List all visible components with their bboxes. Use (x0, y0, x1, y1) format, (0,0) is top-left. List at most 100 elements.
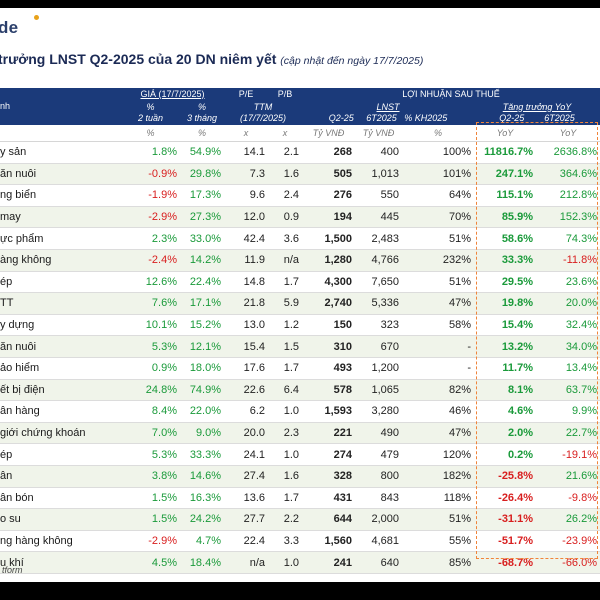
logo-dot-icon (34, 15, 39, 20)
row-name: o su (0, 508, 121, 531)
table-row: ực phẩm 2.3% 33.0% 42.4 3.6 1,500 2,483 51% 58.6… (0, 227, 600, 250)
row-growth-q2: -68.7% (474, 551, 537, 574)
row-3thang: 9.0% (180, 422, 225, 445)
table-row: y sản 1.8% 54.9% 14.1 2.1 268 400 100% 11816.7% 2… (0, 141, 600, 164)
row-growth-q2: 0.2% (474, 443, 537, 466)
row-2tuan: 4.5% (121, 551, 180, 574)
row-kh: 51% (402, 227, 475, 250)
row-q2: 4,300 (302, 271, 356, 294)
row-pb: 0.9 (268, 206, 303, 229)
row-growth-6t: 63.7% (536, 379, 600, 402)
row-3thang: 17.1% (180, 292, 225, 315)
table-row: ăn nuôi -0.9% 29.8% 7.3 1.6 505 1,013 101% 247.1… (0, 163, 600, 186)
row-6t: 490 (355, 422, 403, 445)
table-row: giới chứng khoán 7.0% 9.0% 20.0 2.3 221 490 47%… (0, 422, 600, 445)
row-name: ân bón (0, 487, 121, 510)
row-pe: 13.6 (224, 487, 269, 510)
unit-yoy-6t: YoY (536, 125, 600, 142)
row-6t: 640 (355, 551, 403, 574)
row-2tuan: 0.9% (121, 357, 180, 380)
row-name: ép (0, 443, 121, 466)
row-growth-6t: 13.4% (536, 357, 600, 380)
row-growth-6t: 212.8% (536, 184, 600, 207)
logo-text: de (0, 18, 19, 37)
row-6t: 1,013 (355, 163, 403, 186)
row-kh: 100% (402, 141, 475, 164)
unit-q2: Tỷ VNĐ (302, 125, 356, 142)
row-kh: 70% (402, 206, 475, 229)
row-pe: 27.7 (224, 508, 269, 531)
row-3thang: 33.0% (180, 227, 225, 250)
row-q2: 268 (302, 141, 356, 164)
unit-yoy-q2: YoY (474, 125, 537, 142)
header-lnst: LỢI NHUẬN SAU THUẾ (302, 88, 600, 100)
row-name: ng hàng không (0, 530, 121, 553)
row-2tuan: -2.9% (121, 530, 180, 553)
row-3thang: 14.2% (180, 249, 225, 272)
unit-pb: x (268, 125, 303, 142)
row-q2: 328 (302, 465, 356, 488)
row-2tuan: -1.9% (121, 184, 180, 207)
row-pb: 1.6 (268, 465, 303, 488)
row-growth-6t: 152.3% (536, 206, 600, 229)
row-pb: n/a (268, 249, 303, 272)
row-growth-6t: -11.8% (536, 249, 600, 272)
table-row: o su 1.5% 24.2% 27.7 2.2 644 2,000 51% -31.1% 26.… (0, 508, 600, 531)
row-name: ảo hiểm (0, 357, 121, 380)
unit-pe: x (224, 125, 269, 142)
row-pe: 17.6 (224, 357, 269, 380)
row-pb: 1.6 (268, 163, 303, 186)
row-q2: 1,593 (302, 400, 356, 423)
row-pe: 42.4 (224, 227, 269, 250)
row-2tuan: 1.5% (121, 508, 180, 531)
row-kh: 182% (402, 465, 475, 488)
row-kh: - (402, 335, 475, 358)
row-growth-q2: 11.7% (474, 357, 537, 380)
row-name: ép (0, 271, 121, 294)
row-name: ân hàng (0, 400, 121, 423)
brand-logo: de (0, 15, 39, 38)
row-q2: 310 (302, 335, 356, 358)
row-growth-6t: -66.0% (536, 551, 600, 574)
row-pe: 15.4 (224, 335, 269, 358)
row-q2: 1,560 (302, 530, 356, 553)
row-kh: 51% (402, 271, 475, 294)
row-3thang: 74.9% (180, 379, 225, 402)
row-2tuan: 1.8% (121, 141, 180, 164)
row-growth-6t: 74.3% (536, 227, 600, 250)
footer-source: tform (2, 565, 23, 575)
row-pb: 1.7 (268, 271, 303, 294)
row-pe: 22.4 (224, 530, 269, 553)
row-3thang: 17.3% (180, 184, 225, 207)
row-pe: 6.2 (224, 400, 269, 423)
row-q2: 578 (302, 379, 356, 402)
row-kh: 58% (402, 314, 475, 337)
row-2tuan: 7.0% (121, 422, 180, 445)
row-kh: 120% (402, 443, 475, 466)
row-kh: 47% (402, 422, 475, 445)
row-q2: 493 (302, 357, 356, 380)
row-growth-6t: 9.9% (536, 400, 600, 423)
table-row: ng hàng không -2.9% 4.7% 22.4 3.3 1,560 4,681 5… (0, 530, 600, 553)
row-3thang: 33.3% (180, 443, 225, 466)
row-3thang: 16.3% (180, 487, 225, 510)
row-q2: 194 (302, 206, 356, 229)
row-6t: 4,766 (355, 249, 403, 272)
row-3thang: 18.4% (180, 551, 225, 574)
row-kh: 47% (402, 292, 475, 315)
row-pb: 2.2 (268, 508, 303, 531)
row-q2: 150 (302, 314, 356, 337)
row-kh: 85% (402, 551, 475, 574)
table-row: ân bón 1.5% 16.3% 13.6 1.7 431 843 118% -26.4% -9… (0, 487, 600, 510)
row-q2: 505 (302, 163, 356, 186)
row-growth-q2: 2.0% (474, 422, 537, 445)
unit-3thang: % (180, 125, 225, 142)
row-pe: 12.0 (224, 206, 269, 229)
row-pe: 27.4 (224, 465, 269, 488)
row-pb: 1.7 (268, 357, 303, 380)
row-6t: 7,650 (355, 271, 403, 294)
row-growth-q2: -51.7% (474, 530, 537, 553)
row-3thang: 22.0% (180, 400, 225, 423)
row-pb: 1.2 (268, 314, 303, 337)
row-6t: 400 (355, 141, 403, 164)
